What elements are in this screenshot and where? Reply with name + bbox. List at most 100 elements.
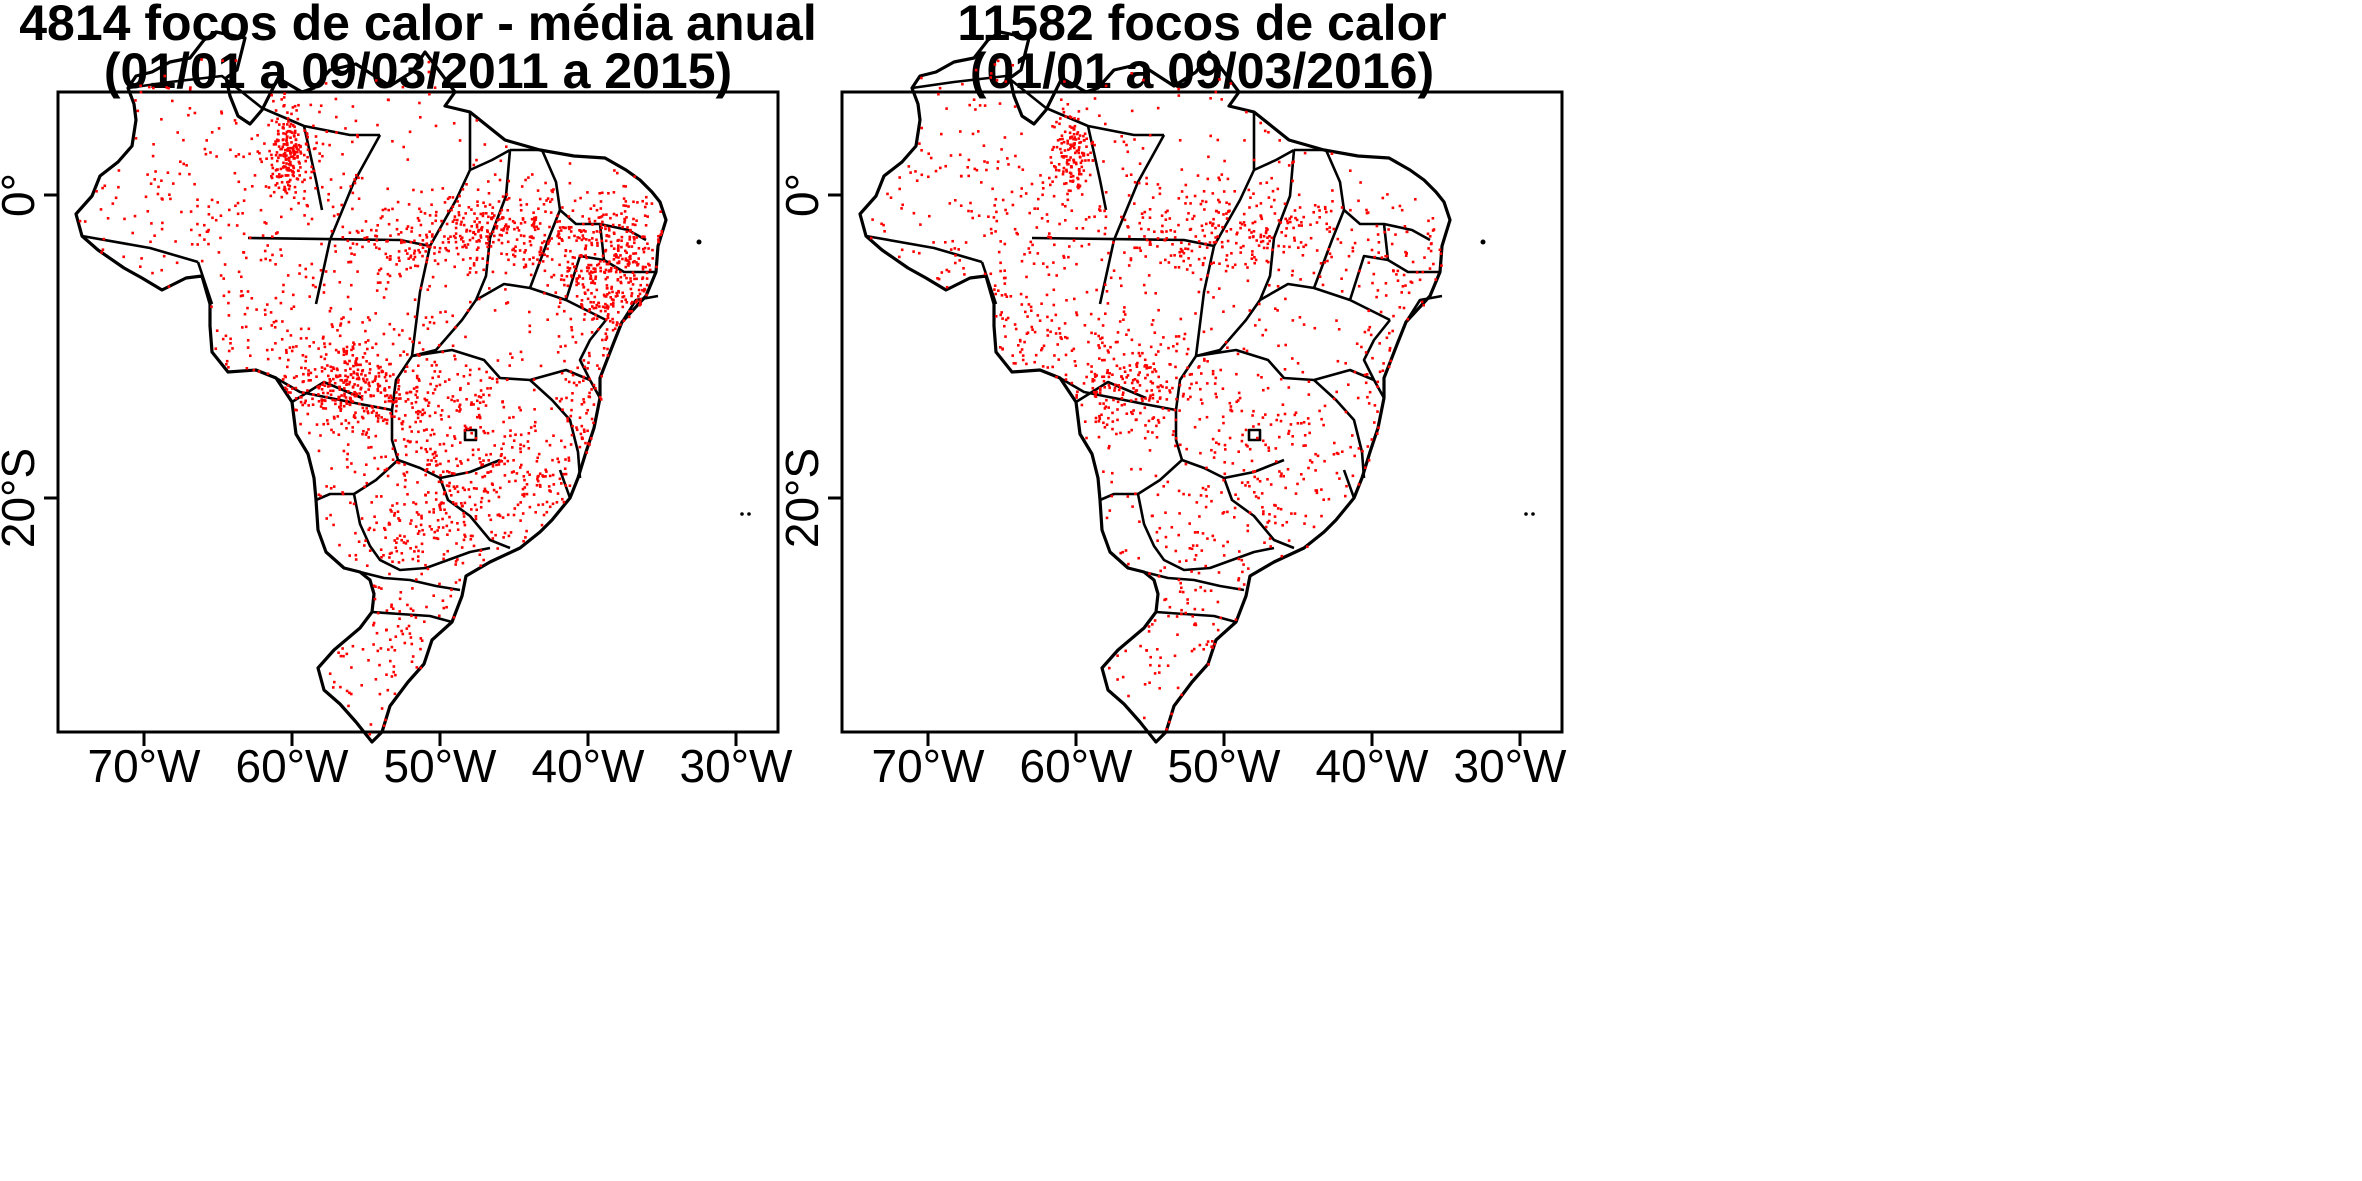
hotspot-dot	[1217, 211, 1220, 214]
hotspot-dot	[402, 438, 406, 441]
hotspot-dot	[1203, 359, 1206, 362]
hotspot-dot	[1400, 291, 1403, 294]
hotspot-dot	[464, 426, 468, 429]
hotspot-dot	[927, 175, 930, 179]
hotspot-dot	[1184, 202, 1187, 205]
hotspot-dot	[1336, 237, 1340, 241]
hotspot-dot	[964, 241, 968, 244]
hotspot-dot	[391, 560, 394, 563]
hotspot-dot	[404, 414, 407, 417]
hotspot-dot	[1414, 198, 1417, 201]
hotspot-dot	[612, 305, 615, 308]
hotspot-dot	[153, 234, 156, 237]
hotspot-dot	[365, 236, 369, 239]
hotspot-dot	[289, 160, 292, 164]
hotspot-dot	[1131, 412, 1134, 416]
hotspot-dot	[628, 310, 631, 313]
hotspot-dot	[1164, 218, 1168, 221]
hotspot-dot	[563, 359, 566, 363]
hotspot-dot	[204, 152, 208, 156]
hotspot-dot	[332, 686, 335, 689]
hotspot-dot	[425, 450, 429, 454]
hotspot-dot	[960, 175, 963, 178]
hotspot-dot	[366, 316, 370, 319]
hotspot-dot	[1262, 246, 1266, 250]
hotspot-dot	[1076, 185, 1079, 188]
hotspot-dot	[473, 503, 477, 507]
hotspot-dot	[580, 269, 583, 273]
hotspot-dot	[548, 225, 551, 229]
hotspot-dot	[1190, 649, 1194, 653]
hotspot-dot	[1177, 87, 1180, 91]
hotspot-dot	[346, 465, 349, 469]
hotspot-dot	[1199, 202, 1203, 206]
hotspot-dot	[1070, 349, 1074, 352]
hotspot-dot	[343, 387, 346, 390]
hotspot-dot	[1093, 97, 1097, 100]
hotspot-dot	[1030, 309, 1033, 312]
hotspot-dot	[1276, 413, 1280, 417]
hotspot-dot	[1378, 342, 1381, 345]
hotspot-dot	[309, 379, 312, 382]
hotspot-dot	[1376, 432, 1379, 435]
hotspot-dot	[482, 201, 485, 205]
hotspot-dot	[1256, 477, 1259, 481]
hotspot-dot	[1127, 562, 1130, 566]
hotspot-dot	[276, 231, 279, 234]
hotspot-dot	[286, 174, 290, 177]
hotspot-dot	[1296, 482, 1299, 486]
hotspot-dot	[1204, 488, 1208, 491]
hotspot-dot	[479, 212, 483, 216]
hotspot-dot	[1223, 461, 1226, 464]
hotspot-dot	[351, 376, 355, 379]
hotspot-dot	[1143, 716, 1146, 720]
hotspot-dot	[1319, 262, 1323, 265]
hotspot-dot	[1094, 375, 1097, 379]
hotspot-dot	[1115, 432, 1118, 436]
hotspot-dot	[1169, 363, 1172, 366]
hotspot-dot	[641, 267, 645, 271]
hotspot-dot	[1039, 174, 1042, 177]
hotspot-dot	[1280, 231, 1283, 234]
hotspot-dot	[1277, 344, 1280, 348]
hotspot-dot	[996, 160, 1000, 163]
hotspot-dot	[302, 380, 305, 383]
hotspot-dot	[335, 375, 338, 379]
hotspot-dot	[610, 266, 613, 270]
hotspot-dot	[615, 323, 618, 327]
hotspot-dot	[1001, 348, 1004, 351]
hotspot-dot	[417, 409, 420, 413]
hotspot-dot	[558, 220, 561, 223]
hotspot-dot	[603, 271, 607, 274]
hotspot-dot	[1169, 229, 1172, 232]
hotspot-dot	[398, 393, 401, 396]
hotspot-dot	[241, 212, 244, 215]
hotspot-dot	[462, 512, 465, 515]
hotspot-dot	[531, 262, 535, 266]
hotspot-dot	[1075, 132, 1079, 136]
hotspot-dot	[446, 434, 449, 437]
hotspot-dot	[1174, 335, 1178, 338]
hotspot-dot	[428, 510, 431, 514]
hotspot-dot	[425, 236, 429, 239]
hotspot-dot	[564, 249, 568, 252]
hotspot-dot	[538, 253, 542, 257]
hotspot-dot	[161, 198, 164, 201]
hotspot-dot	[1191, 615, 1194, 618]
hotspot-dot	[415, 410, 418, 414]
hotspot-dot	[1218, 78, 1221, 81]
hotspot-dot	[404, 542, 408, 545]
hotspot-dot	[396, 510, 400, 513]
hotspot-dot	[351, 242, 355, 245]
hotspot-dot	[657, 240, 660, 244]
hotspot-dot	[419, 243, 422, 246]
hotspot-dot	[281, 145, 285, 149]
hotspot-dot	[1166, 209, 1169, 213]
hotspot-dot	[443, 235, 446, 238]
hotspot-dot	[385, 379, 388, 383]
hotspot-dot	[598, 367, 601, 370]
hotspot-dot	[1159, 656, 1162, 659]
hotspot-dot	[322, 291, 326, 294]
hotspot-dot	[288, 130, 292, 133]
hotspot-dot	[1201, 532, 1205, 535]
